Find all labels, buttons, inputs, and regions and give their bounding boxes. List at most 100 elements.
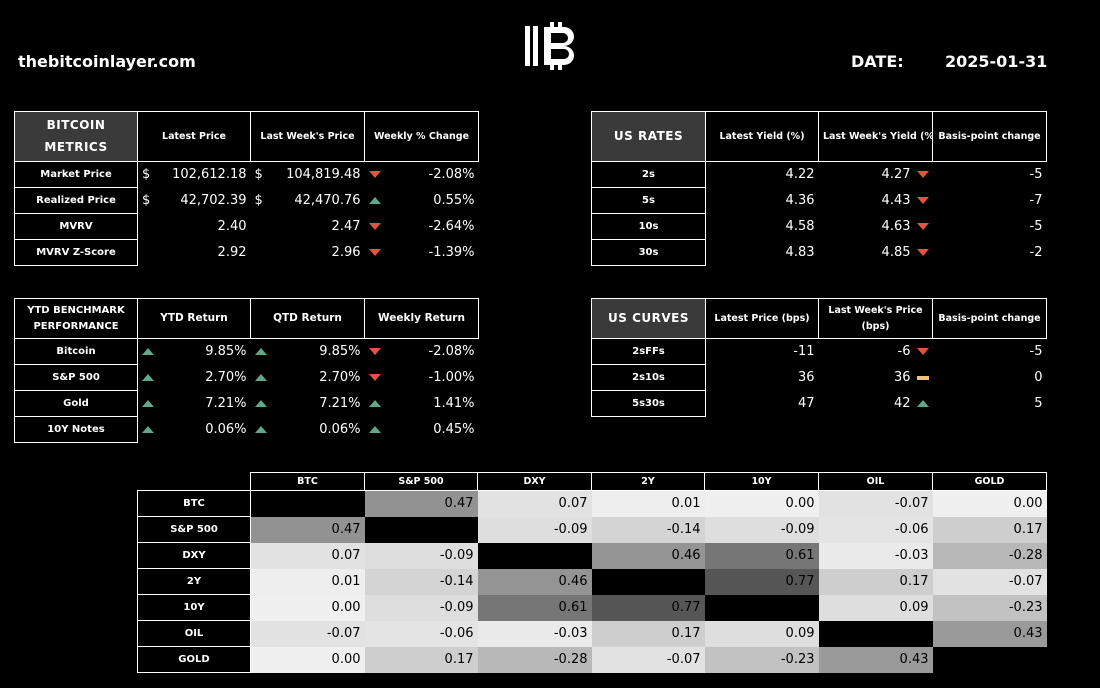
down-arrow-icon bbox=[368, 249, 381, 256]
table-row: 2s10s 36 36 0 bbox=[591, 364, 1047, 391]
change-value: -5 bbox=[1029, 344, 1043, 360]
row-label: MVRV Z-Score bbox=[14, 239, 138, 266]
last-week-value: 36 bbox=[893, 370, 911, 385]
ytd-value: 7.21% bbox=[205, 396, 247, 411]
last-week-value: 42,470.76 bbox=[294, 193, 361, 208]
table-row: Market Price $102,612.18 $104,819.48 -2.… bbox=[14, 161, 479, 188]
us-curves-table: US CURVES Latest Price (bps) Last Week's… bbox=[591, 298, 1047, 417]
latest-value: 4.22 bbox=[785, 167, 815, 183]
matrix-row: 2Y 0.01 -0.14 0.46 0.77 0.17 -0.07 bbox=[137, 568, 1047, 595]
weekly-value: -1.00% bbox=[428, 370, 475, 385]
up-arrow-icon bbox=[254, 400, 267, 407]
col-latest-price-bps: Latest Price (bps) bbox=[705, 298, 819, 339]
matrix-cell: 0.09 bbox=[818, 594, 933, 621]
matrix-cell: 0.47 bbox=[364, 490, 478, 517]
row-label: Market Price bbox=[14, 161, 138, 188]
currency-symbol: $ bbox=[254, 193, 263, 208]
down-arrow-icon bbox=[916, 249, 929, 256]
qtd-value: 2.70% bbox=[319, 370, 361, 385]
date-value: 2025-01-31 bbox=[945, 52, 1048, 71]
matrix-cell: 0.47 bbox=[250, 516, 365, 543]
matrix-row-header: 2Y bbox=[137, 568, 251, 595]
change-value: -2 bbox=[1029, 245, 1043, 260]
latest-value: 47 bbox=[797, 396, 815, 411]
qtd-value: 9.85% bbox=[319, 344, 361, 360]
matrix-col-header: BTC bbox=[250, 472, 365, 491]
row-label: 2s10s bbox=[591, 364, 706, 391]
matrix-cell: 0.01 bbox=[250, 568, 365, 595]
down-arrow-icon bbox=[916, 348, 929, 356]
latest-value: 2.92 bbox=[217, 245, 247, 260]
latest-value: 102,612.18 bbox=[172, 167, 247, 183]
matrix-row-header: DXY bbox=[137, 542, 251, 569]
down-arrow-icon bbox=[368, 171, 381, 179]
latest-value: 4.36 bbox=[785, 193, 815, 208]
matrix-cell: 0.00 bbox=[704, 490, 819, 517]
latest-value: 2.40 bbox=[217, 219, 247, 234]
last-week-value: 42 bbox=[893, 396, 911, 411]
table-row: MVRV Z-Score 2.92 2.96 -1.39% bbox=[14, 239, 479, 266]
matrix-cell: -0.07 bbox=[818, 490, 933, 517]
last-week-value: 4.27 bbox=[881, 167, 911, 183]
col-bp-change: Basis-point change bbox=[932, 298, 1047, 339]
matrix-cell: 0.01 bbox=[591, 490, 705, 517]
down-arrow-icon bbox=[916, 197, 929, 204]
bitcoin-metrics-table: BITCOIN METRICS Latest Price Last Week's… bbox=[14, 111, 479, 266]
bitcoin-layer-logo-icon bbox=[525, 22, 574, 70]
last-week-value: 104,819.48 bbox=[286, 167, 361, 183]
col-ytd-return: YTD Return bbox=[137, 298, 251, 339]
matrix-cell bbox=[704, 594, 819, 621]
matrix-corner bbox=[138, 473, 251, 491]
matrix-row: 10Y 0.00 -0.09 0.61 0.77 0.09 -0.23 bbox=[137, 594, 1047, 621]
up-arrow-icon bbox=[254, 374, 267, 381]
matrix-cell bbox=[364, 516, 478, 543]
matrix-cell bbox=[477, 542, 592, 569]
down-arrow-icon bbox=[368, 348, 381, 356]
matrix-cell: -0.03 bbox=[477, 620, 592, 647]
matrix-col-header: S&P 500 bbox=[364, 472, 478, 491]
col-latest-yield: Latest Yield (%) bbox=[705, 111, 819, 162]
matrix-cell: -0.07 bbox=[932, 568, 1047, 595]
matrix-cell: -0.07 bbox=[591, 646, 705, 673]
table-row: 5s30s 47 42 5 bbox=[591, 390, 1047, 417]
row-label: 10Y Notes bbox=[14, 416, 138, 443]
matrix-row-header: BTC bbox=[137, 490, 251, 517]
matrix-cell bbox=[591, 568, 705, 595]
row-label: S&P 500 bbox=[14, 364, 138, 391]
matrix-row: S&P 500 0.47 -0.09 -0.14 -0.09 -0.06 0.17 bbox=[137, 516, 1047, 543]
matrix-cell: 0.07 bbox=[477, 490, 592, 517]
last-week-value: 4.43 bbox=[881, 193, 911, 208]
up-arrow-icon bbox=[254, 426, 267, 433]
qtd-value: 0.06% bbox=[319, 422, 361, 437]
site-name: thebitcoinlayer.com bbox=[18, 52, 196, 71]
matrix-cell: -0.28 bbox=[477, 646, 592, 673]
table-row: 30s 4.83 4.85 -2 bbox=[591, 239, 1047, 266]
matrix-cell bbox=[932, 646, 1047, 673]
ytd-value: 9.85% bbox=[205, 344, 247, 360]
matrix-cell: 0.46 bbox=[591, 542, 705, 569]
matrix-row-header: S&P 500 bbox=[137, 516, 251, 543]
currency-symbol: $ bbox=[254, 167, 263, 183]
currency-symbol: $ bbox=[142, 193, 151, 208]
col-weekly-change: Weekly % Change bbox=[364, 111, 479, 162]
ytd-benchmark-table: YTD BENCHMARK PERFORMANCE YTD Return QTD… bbox=[14, 298, 479, 443]
table-row: 2s 4.22 4.27 -5 bbox=[591, 161, 1047, 188]
matrix-cell: 0.17 bbox=[591, 620, 705, 647]
col-last-week-price-bps: Last Week's Price (bps) bbox=[818, 298, 933, 339]
matrix-cell: -0.09 bbox=[364, 542, 478, 569]
row-label: 5s bbox=[591, 187, 706, 214]
ytd-value: 0.06% bbox=[205, 422, 247, 437]
matrix-cell: 0.43 bbox=[818, 646, 933, 673]
col-bp-change: Basis-point change bbox=[932, 111, 1047, 162]
matrix-cell: -0.23 bbox=[932, 594, 1047, 621]
matrix-cell: -0.23 bbox=[704, 646, 819, 673]
table-row: 10s 4.58 4.63 -5 bbox=[591, 213, 1047, 240]
matrix-cell: 0.17 bbox=[932, 516, 1047, 543]
row-label: 2sFFs bbox=[591, 338, 706, 365]
last-week-value: 4.85 bbox=[881, 245, 911, 260]
col-latest-price: Latest Price bbox=[137, 111, 251, 162]
matrix-cell: 0.09 bbox=[704, 620, 819, 647]
latest-value: 36 bbox=[797, 370, 815, 385]
weekly-value: 1.41% bbox=[433, 396, 475, 411]
matrix-cell: -0.07 bbox=[250, 620, 365, 647]
